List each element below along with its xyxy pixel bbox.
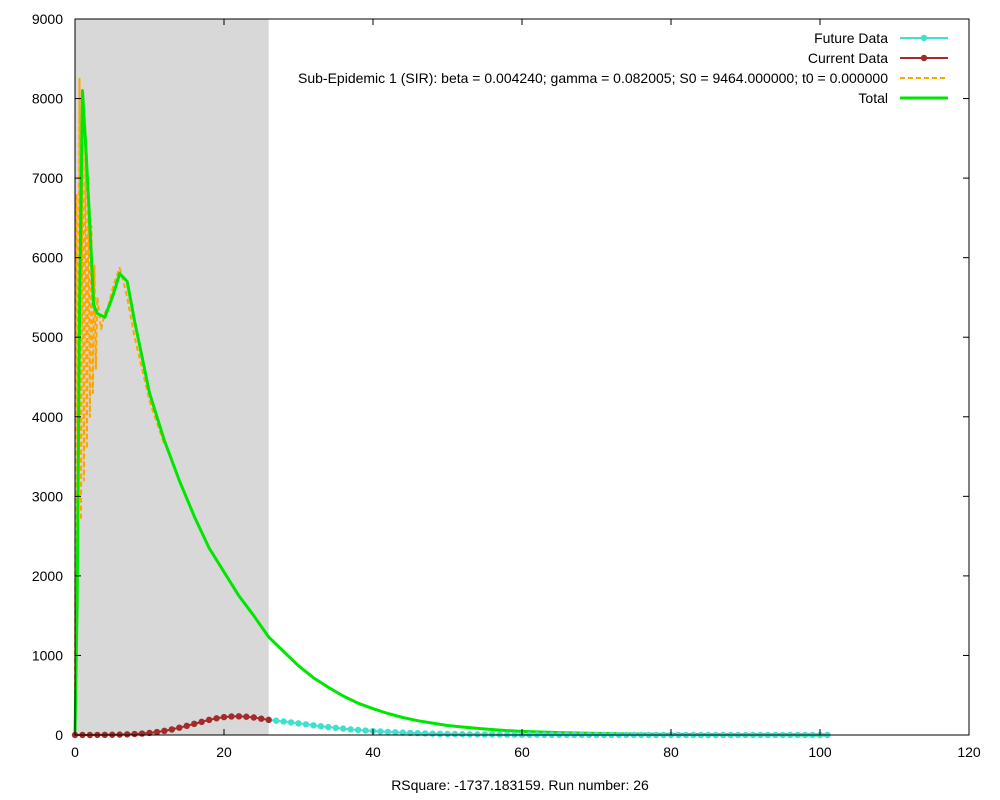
x-tick-label: 0 xyxy=(71,744,79,760)
data-point xyxy=(272,717,280,724)
data-point xyxy=(392,729,399,736)
x-axis-label: RSquare: -1737.183159. Run number: 26 xyxy=(391,777,649,793)
data-point xyxy=(317,723,325,730)
data-point xyxy=(235,713,243,720)
data-point xyxy=(466,731,474,738)
data-point xyxy=(168,726,176,733)
data-point xyxy=(444,730,451,738)
y-tick-label: 7000 xyxy=(32,170,63,186)
legend-label: Total xyxy=(858,90,888,106)
data-point xyxy=(340,725,347,732)
y-tick-label: 6000 xyxy=(32,250,63,266)
y-tick-label: 3000 xyxy=(32,488,63,504)
data-point xyxy=(138,730,146,737)
y-tick-label: 1000 xyxy=(32,647,63,663)
data-point xyxy=(325,723,332,731)
data-point xyxy=(429,730,436,737)
data-point xyxy=(183,722,190,730)
legend-label: Future Data xyxy=(814,30,888,46)
data-point xyxy=(347,726,354,733)
data-point xyxy=(295,720,302,727)
y-tick-label: 0 xyxy=(55,727,63,743)
data-point xyxy=(198,718,205,726)
y-tick-label: 2000 xyxy=(32,568,63,584)
data-point xyxy=(474,731,481,738)
legend-item: Total xyxy=(858,90,948,106)
data-point xyxy=(377,728,384,735)
data-point xyxy=(481,731,488,738)
y-tick-label: 8000 xyxy=(32,91,63,107)
data-point xyxy=(354,726,362,734)
data-point xyxy=(213,715,220,722)
data-point xyxy=(243,713,250,720)
data-point xyxy=(176,724,183,731)
data-point xyxy=(258,715,265,722)
data-point xyxy=(191,720,198,728)
x-tick-label: 40 xyxy=(365,744,381,760)
y-tick-label: 9000 xyxy=(32,11,63,27)
data-point xyxy=(302,721,310,728)
series-2 xyxy=(74,77,166,696)
x-tick-label: 80 xyxy=(663,744,679,760)
data-point xyxy=(250,714,257,721)
data-point xyxy=(228,713,235,720)
data-point xyxy=(131,730,138,738)
data-point xyxy=(287,719,295,726)
data-point xyxy=(384,728,392,736)
legend-item: Current Data xyxy=(808,50,948,66)
x-tick-label: 100 xyxy=(808,744,832,760)
series-line xyxy=(74,77,166,696)
data-point xyxy=(220,713,228,721)
legend-marker xyxy=(920,54,928,62)
data-point xyxy=(421,730,429,737)
x-tick-label: 120 xyxy=(957,744,981,760)
tick-layer: 0 20 40 60 80 100 120 0 1000 2000 3000 4000 5000 6000… xyxy=(32,11,981,760)
data-point xyxy=(123,731,131,738)
data-point xyxy=(280,718,287,725)
data-point xyxy=(459,731,466,738)
legend: Future Data Current Data Sub-Epidemic 1 (S… xyxy=(298,30,948,106)
y-tick-label: 5000 xyxy=(32,329,63,345)
legend-item: Sub-Epidemic 1 (SIR): beta = 0.004240; g… xyxy=(298,70,948,86)
shaded-region-layer xyxy=(75,19,269,735)
data-point xyxy=(153,728,161,736)
data-point xyxy=(310,722,317,729)
data-point xyxy=(399,729,406,736)
data-point xyxy=(205,716,213,724)
data-point xyxy=(265,716,272,724)
x-tick-label: 20 xyxy=(216,744,232,760)
data-point xyxy=(451,730,459,738)
legend-label: Current Data xyxy=(808,50,888,66)
data-point xyxy=(362,727,369,734)
legend-marker xyxy=(920,34,928,42)
data-point xyxy=(436,730,444,738)
y-tick-label: 4000 xyxy=(32,409,63,425)
shaded-region xyxy=(75,19,269,735)
legend-item: Future Data xyxy=(814,30,948,46)
legend-label: Sub-Epidemic 1 (SIR): beta = 0.004240; g… xyxy=(298,70,888,86)
data-point xyxy=(161,727,168,735)
x-tick-label: 60 xyxy=(514,744,530,760)
data-point xyxy=(332,724,339,732)
